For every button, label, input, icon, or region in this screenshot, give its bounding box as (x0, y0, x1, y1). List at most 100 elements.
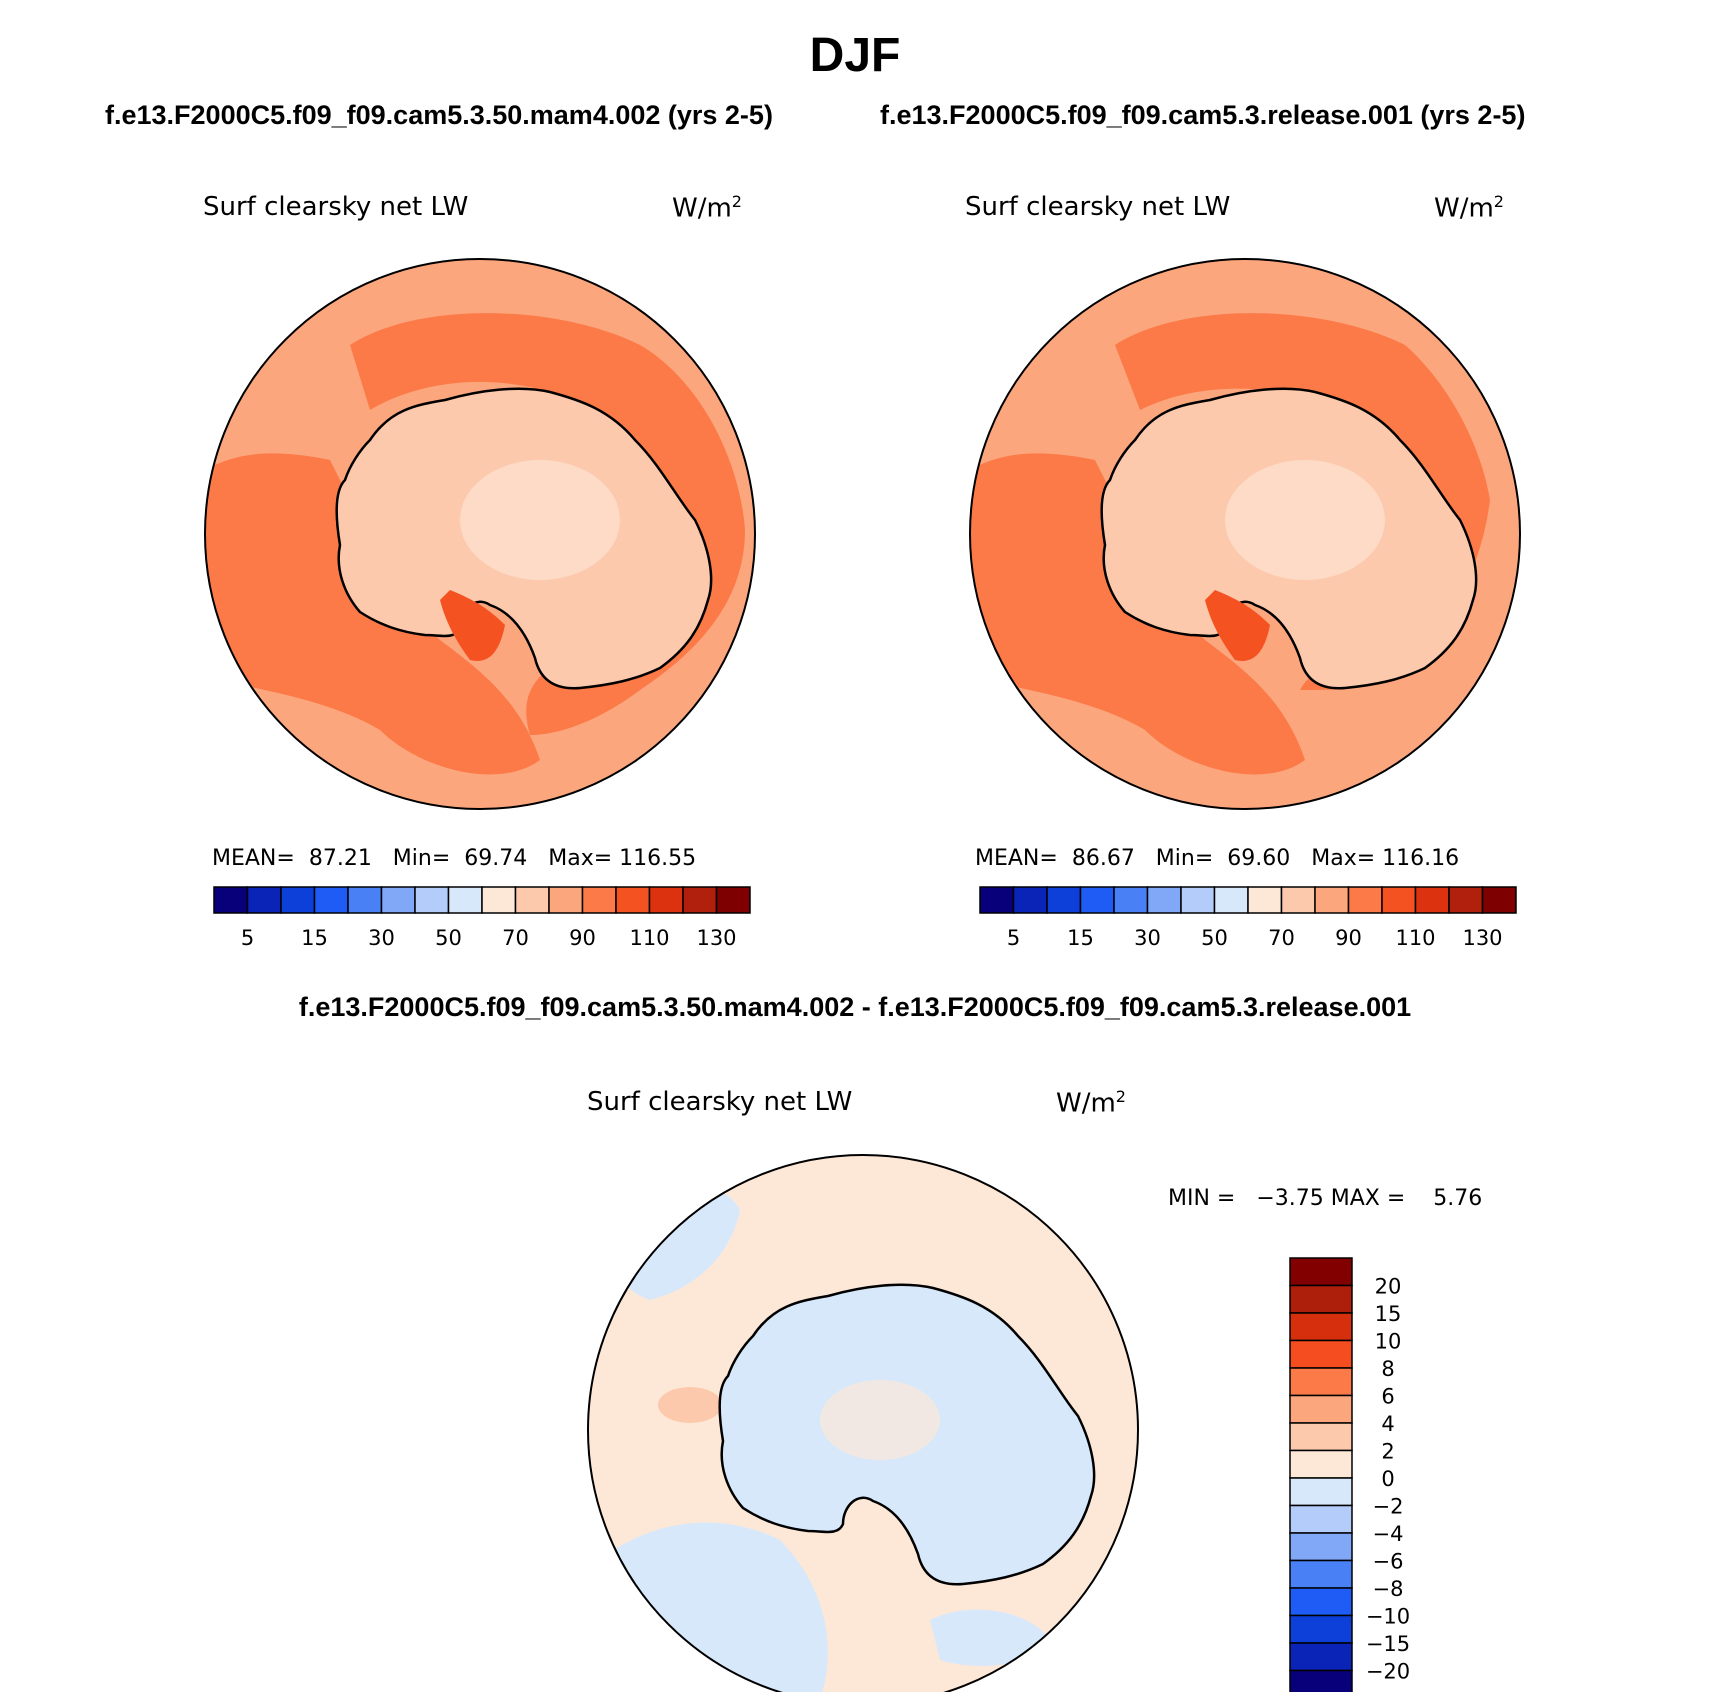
colorbar-swatch (1289, 1669, 1353, 1692)
colorbar-tick-label: 15 (301, 926, 328, 950)
colorbar-swatch (1347, 886, 1383, 914)
colorbar-swatch (1280, 886, 1316, 914)
colorbar-tick-label: 50 (1201, 926, 1228, 950)
colorbar-tick-label: −8 (1373, 1577, 1404, 1601)
colorbar-swatch (979, 886, 1015, 914)
colorbar-tick-label: 110 (629, 926, 669, 950)
case-left-title: f.e13.F2000C5.f09_f09.cam5.3.50.mam4.002… (105, 100, 773, 130)
colorbar-tick-label: 110 (1395, 926, 1435, 950)
colorbar-tick-label: 0 (1381, 1467, 1394, 1491)
colorbar-tick-label: 8 (1381, 1357, 1394, 1381)
colorbar-tick-label: 5 (241, 926, 254, 950)
colorbar-swatch (1146, 886, 1182, 914)
colorbar-swatch (648, 886, 684, 914)
colorbar-swatch (246, 886, 282, 914)
ross-sea-max (440, 590, 505, 661)
colorbar-swatch (1289, 1257, 1353, 1287)
colorbar-swatch (481, 886, 517, 914)
colorbar-tick-label: 70 (1268, 926, 1295, 950)
colorbar-swatch (447, 886, 483, 914)
colorbar-tick-label: 30 (1134, 926, 1161, 950)
colorbar-swatch (1289, 1312, 1353, 1342)
colorbar-swatch (715, 886, 751, 914)
ross-sea-max (1205, 590, 1270, 661)
colorbar-swatch (1289, 1367, 1353, 1397)
plateau-min (1225, 460, 1385, 580)
map3-border (587, 1154, 1139, 1692)
panel3-units: W/m2 (1056, 1087, 1126, 1119)
colorbar-panel2: 5 15 30 50 70 90 110 130 (979, 886, 1517, 950)
colorbar-tick-label: 70 (502, 926, 529, 950)
colorbar-swatch (380, 886, 416, 914)
map-panel-3 (588, 1155, 1138, 1692)
colorbar-tick-label: 10 (1375, 1330, 1402, 1354)
colorbar-swatch (1289, 1422, 1353, 1452)
colorbar-swatch (1289, 1449, 1353, 1479)
colorbar-swatch (1289, 1642, 1353, 1672)
colorbar-swatch (414, 886, 450, 914)
panel2-variable: Surf clearsky net LW (965, 192, 1231, 222)
colorbar-tick-label: 4 (1381, 1412, 1394, 1436)
colorbar-tick-label: −2 (1373, 1495, 1404, 1519)
colorbar-tick-label: −10 (1366, 1605, 1410, 1629)
panel2-stats: MEAN= 86.67 Min= 69.60 Max= 116.16 (975, 846, 1460, 871)
colorbar-swatch (1381, 886, 1417, 914)
colorbar-swatch (313, 886, 349, 914)
colorbar-panel1: 5 15 30 50 70 90 110 130 (213, 886, 751, 950)
colorbar-swatch (1012, 886, 1048, 914)
case-right-title: f.e13.F2000C5.f09_f09.cam5.3.release.001… (880, 100, 1526, 130)
panel1-stats: MEAN= 87.21 Min= 69.74 Max= 116.55 (212, 846, 697, 871)
colorbar-swatch (581, 886, 617, 914)
panel3-variable: Surf clearsky net LW (587, 1087, 853, 1117)
colorbar-swatch (1481, 886, 1517, 914)
colorbar-tick-label: 2 (1381, 1440, 1394, 1464)
colorbar-swatch (1079, 886, 1115, 914)
colorbar-swatch (1289, 1394, 1353, 1424)
difference-title: f.e13.F2000C5.f09_f09.cam5.3.50.mam4.002… (298, 992, 1412, 1022)
colorbar-tick-label: 6 (1381, 1385, 1394, 1409)
colorbar-swatch (548, 886, 584, 914)
colorbar-swatch (1289, 1532, 1353, 1562)
colorbar-swatch (1046, 886, 1082, 914)
panel2-units: W/m2 (1434, 192, 1504, 224)
colorbar-tick-label: 90 (569, 926, 596, 950)
colorbar-swatch (280, 886, 316, 914)
colorbar-swatch (213, 886, 249, 914)
colorbar-tick-label: 90 (1335, 926, 1362, 950)
colorbar-tick-label: −6 (1373, 1550, 1404, 1574)
map-panel-2 (970, 259, 1520, 809)
neg-region (930, 1609, 1050, 1666)
map-panel-1 (205, 259, 755, 809)
colorbar-swatch (1289, 1477, 1353, 1507)
colorbar-tick-label: 15 (1067, 926, 1094, 950)
colorbar-swatch (1289, 1614, 1353, 1644)
colorbar-swatch (1113, 886, 1149, 914)
colorbar-swatch (1213, 886, 1249, 914)
colorbar-swatch (1289, 1559, 1353, 1589)
colorbar-swatch (615, 886, 651, 914)
colorbar-swatch (1289, 1504, 1353, 1534)
map2-border (969, 258, 1521, 810)
colorbar-tick-label: 20 (1375, 1275, 1402, 1299)
colorbar-tick-label: −15 (1366, 1632, 1410, 1656)
colorbar-tick-label: 15 (1375, 1302, 1402, 1326)
colorbar-tick-label: 50 (435, 926, 462, 950)
colorbar-swatch (1314, 886, 1350, 914)
page-title: DJF (809, 29, 901, 82)
colorbar-swatch (1289, 1284, 1353, 1314)
colorbar-tick-label: −4 (1373, 1522, 1404, 1546)
pos-region (658, 1387, 722, 1423)
colorbar-swatch (1289, 1587, 1353, 1617)
map1-border (204, 258, 756, 810)
colorbar-swatch (514, 886, 550, 914)
colorbar-swatch (682, 886, 718, 914)
panel1-variable: Surf clearsky net LW (203, 192, 469, 222)
colorbar-tick-label: 5 (1007, 926, 1020, 950)
colorbar-swatch (1414, 886, 1450, 914)
colorbar-tick-label: 130 (1462, 926, 1502, 950)
panel3-stats: MIN = −3.75 MAX = 5.76 (1168, 1186, 1483, 1211)
colorbar-swatch (1289, 1339, 1353, 1369)
colorbar-swatch (1180, 886, 1216, 914)
